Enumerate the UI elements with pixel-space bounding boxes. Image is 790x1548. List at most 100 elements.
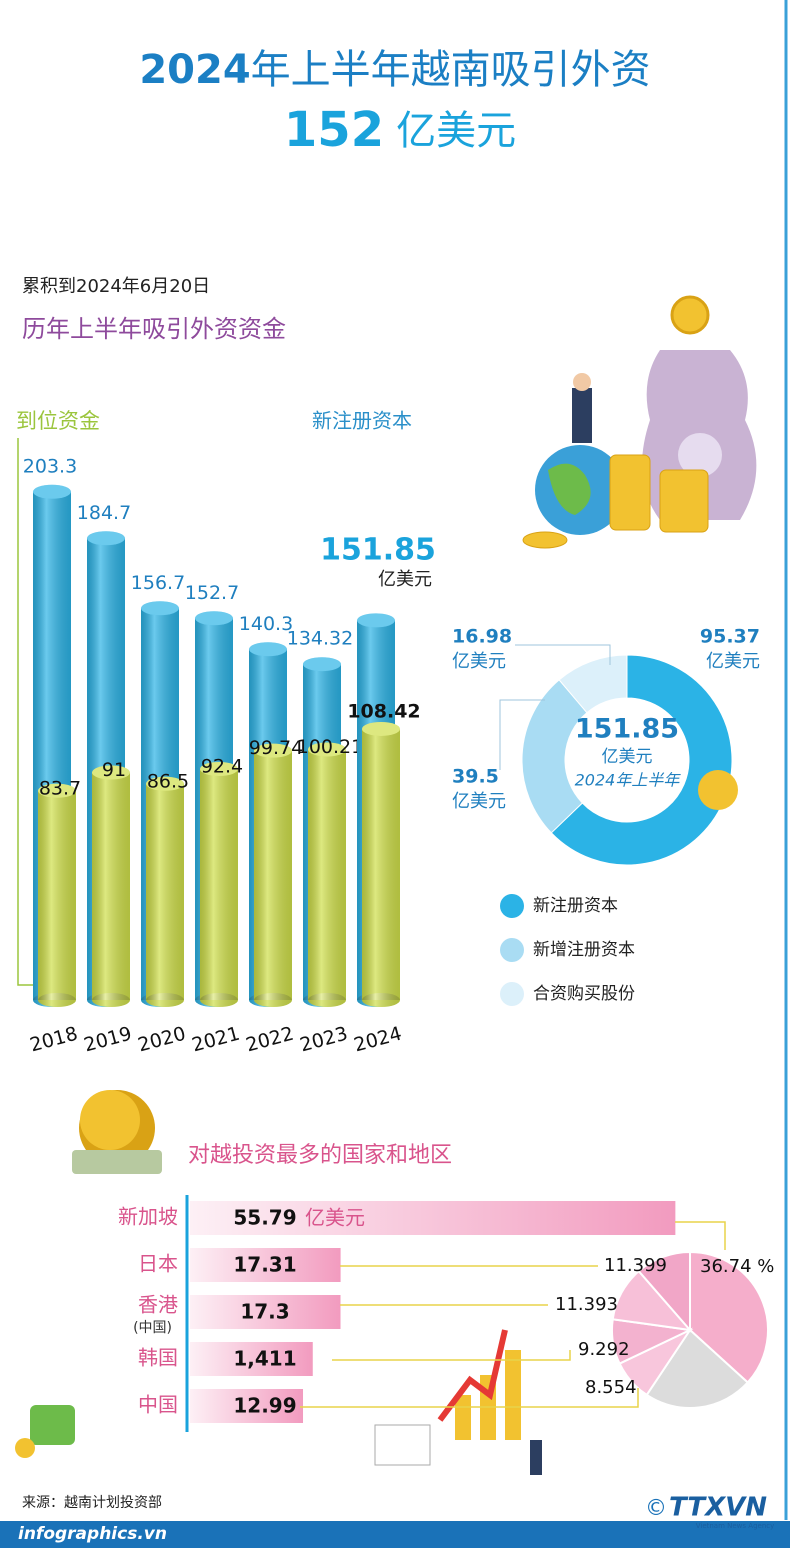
y-tick-label: 日本 xyxy=(138,1252,178,1276)
total-value: 152 xyxy=(284,102,384,158)
y-tick-label: 韩国 xyxy=(138,1346,178,1370)
cylinder-top-light xyxy=(195,611,233,626)
cylinder-top xyxy=(33,484,71,499)
value-label: 152.7 xyxy=(185,582,239,604)
value-label: 83.7 xyxy=(39,777,81,799)
value-label: 203.3 xyxy=(23,455,77,477)
pie-slice xyxy=(645,1328,750,1409)
value-label: 17.31 xyxy=(233,1253,296,1277)
cylinder-top xyxy=(200,762,238,776)
y-tick-label: 新加坡 xyxy=(118,1205,178,1229)
value-label: 100.21 xyxy=(297,736,363,758)
cylinder-top xyxy=(146,776,184,791)
value-label: 9.292 xyxy=(578,1339,630,1360)
cylinder-top xyxy=(362,721,400,736)
center-unit: 亿美元 xyxy=(602,747,653,767)
value-label: 55.79 xyxy=(233,1206,296,1230)
cylinder-top-light xyxy=(303,657,341,672)
center-value: 151.85 xyxy=(575,714,679,745)
cylinder-top xyxy=(92,765,130,780)
bar-shade xyxy=(190,1342,313,1376)
legend-label: 新注册资本 xyxy=(533,896,618,916)
value-label: 17.3 xyxy=(240,1300,289,1324)
value-unit: 亿美元 xyxy=(378,569,432,590)
leader-line xyxy=(499,699,545,770)
cylinder-top xyxy=(254,743,292,758)
chart-title: 对越投资最多的国家和地区 xyxy=(188,1143,452,1168)
cylinder-top xyxy=(308,742,346,757)
value-label: 86.5 xyxy=(147,770,189,792)
cylinder-top xyxy=(249,642,287,657)
cylinder-top xyxy=(87,531,125,546)
legend-swatch xyxy=(500,894,524,918)
cylinder-top-light xyxy=(87,531,125,546)
leader-line xyxy=(515,644,611,665)
value-label: 91 xyxy=(102,759,126,781)
cylinder-top-light xyxy=(141,601,179,616)
agency-sub: Vietnam News Agency xyxy=(696,1522,775,1530)
cylinder-top xyxy=(357,613,395,628)
center-label: 2024年上半年 xyxy=(575,771,682,790)
value-label: 95.37 xyxy=(700,626,760,648)
legend-label: 到位资金 xyxy=(16,409,100,433)
cylinder-top-light xyxy=(38,783,76,798)
value-label: 1,411 xyxy=(233,1347,296,1371)
cylinder-top-light xyxy=(308,742,346,757)
cylinder-base-shade xyxy=(362,993,400,1007)
value-label: 184.7 xyxy=(77,502,131,524)
cylinder-top-light xyxy=(357,613,395,628)
footer-bar xyxy=(0,1521,790,1548)
pie-slice xyxy=(637,1250,691,1333)
legend-bracket xyxy=(17,438,35,986)
value-label: 140.3 xyxy=(239,613,293,635)
cylinder-top xyxy=(195,611,233,626)
value-unit: 亿美元 xyxy=(305,1206,365,1230)
bar-shade xyxy=(190,1248,341,1282)
legend-label: 合资购买股份 xyxy=(533,984,635,1004)
page-total: 152 亿美元 xyxy=(284,102,516,158)
legend-label: 新注册资本 xyxy=(312,409,412,433)
bar-shade xyxy=(38,790,76,1000)
value-label: 11.399 xyxy=(604,1255,667,1276)
cylinder-base-shade xyxy=(200,993,238,1007)
cylinder-top-light xyxy=(200,762,238,776)
value-label: 134.32 xyxy=(287,628,353,650)
bar-shade xyxy=(146,783,184,1000)
leader-line xyxy=(300,1388,639,1408)
illustration xyxy=(15,295,757,1475)
value-label-highlight: 151.85 xyxy=(320,533,436,568)
cylinder-top-light xyxy=(249,642,287,657)
title-year: 2024 xyxy=(139,47,250,93)
y-tick-label: 中国 xyxy=(138,1393,178,1417)
bar-shade xyxy=(254,750,292,1000)
site: infographics.vn xyxy=(18,1524,167,1544)
cylinder-top-light xyxy=(33,484,71,499)
page-title: 2024年上半年越南吸引外资 xyxy=(139,47,650,93)
cylinder-top xyxy=(38,783,76,798)
value-label: 99.74 xyxy=(249,737,303,759)
value-label: 156.7 xyxy=(131,572,185,594)
leader-line xyxy=(675,1221,726,1250)
cylinder-base-shade xyxy=(254,993,292,1007)
legend-swatch xyxy=(500,982,524,1006)
cylinder-top-light xyxy=(254,743,292,758)
cylinder-base-shade xyxy=(38,993,76,1007)
title-text: 年上半年越南吸引外资 xyxy=(251,47,651,93)
bar-shade xyxy=(92,772,130,1000)
cylinder-top-light xyxy=(146,776,184,791)
cylinder-top-light xyxy=(362,721,400,736)
bar-shade xyxy=(190,1389,304,1423)
value-label: 108.42 xyxy=(347,700,420,722)
bar-shade xyxy=(362,728,400,1000)
cylinder-top xyxy=(303,657,341,672)
donut-slice xyxy=(521,679,588,834)
donut-slice xyxy=(558,654,628,714)
bar-shade xyxy=(308,749,346,1000)
value-unit: 亿美元 xyxy=(452,651,506,672)
value-label: 39.5 xyxy=(452,766,499,788)
value-label: 12.99 xyxy=(233,1394,296,1418)
value-unit: 亿美元 xyxy=(706,651,760,672)
pie-slice xyxy=(689,1250,769,1384)
bar-shade xyxy=(190,1295,341,1329)
cylinder-top xyxy=(141,601,179,616)
